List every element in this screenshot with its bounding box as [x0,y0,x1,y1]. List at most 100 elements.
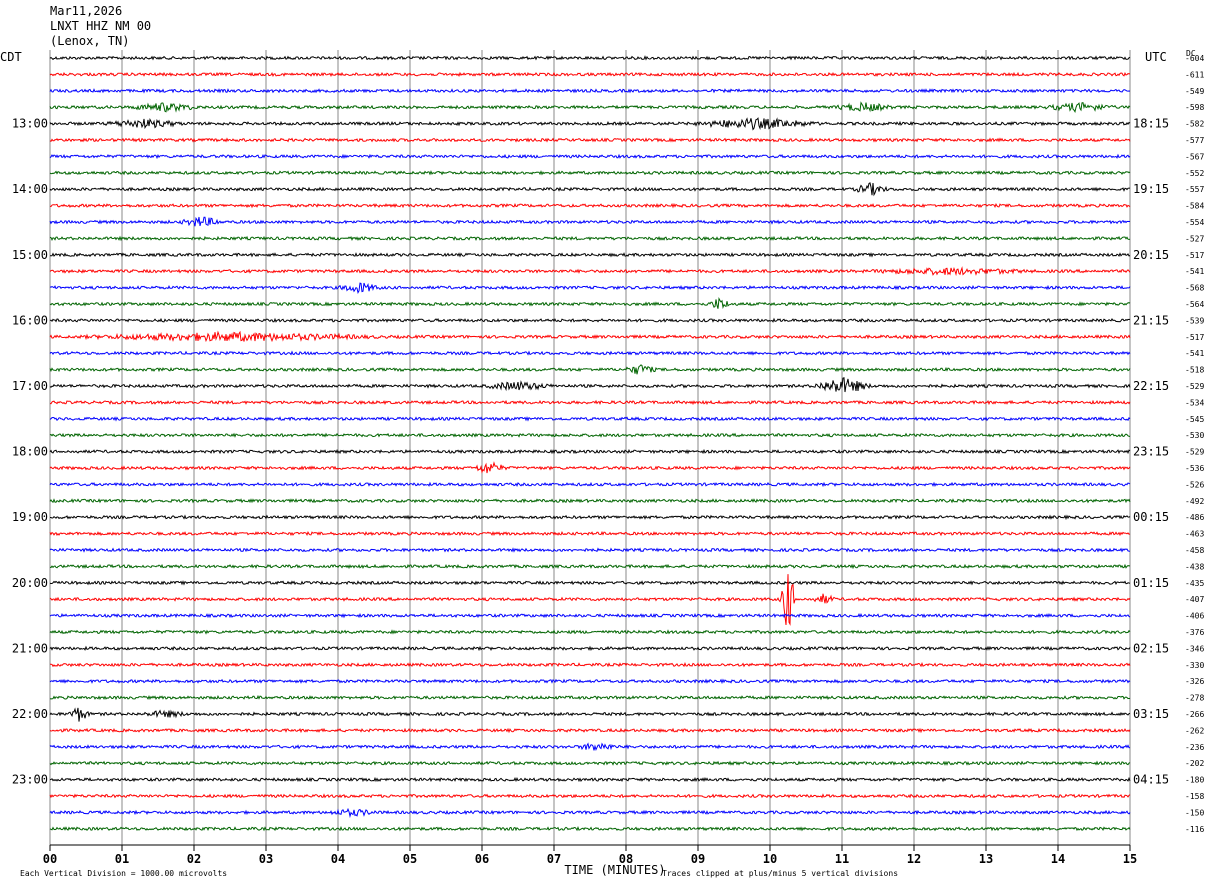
dc-offset-label: -549 [1185,87,1204,96]
trace-row-13 [49,266,1131,277]
x-tick-label-01: 01 [115,852,129,866]
x-tick-label-00: 00 [43,852,57,866]
right-hour-label: 03:15 [1133,707,1169,721]
trace-row-16 [49,317,1131,323]
trace-row-47 [49,825,1131,832]
trace-row-1 [49,71,1131,78]
right-hour-label: 01:15 [1133,576,1169,590]
left-hour-label: 16:00 [12,313,48,327]
x-tick-label-04: 04 [331,852,345,866]
station-location: (Lenox, TN) [50,34,130,48]
right-hour-label: 23:15 [1133,445,1169,459]
trace-row-44 [49,776,1131,783]
dc-offset-label: -266 [1185,710,1204,719]
trace-row-36 [49,645,1131,652]
dc-offset-label: -604 [1185,54,1204,63]
left-hour-label: 22:00 [12,707,48,721]
right-hour-label: 00:15 [1133,510,1169,524]
x-tick-label-06: 06 [475,852,489,866]
trace-row-11 [49,235,1131,242]
dc-offset-label: -598 [1185,103,1204,112]
dc-offset-label: -530 [1185,431,1204,440]
axis-labels: 00 01 02 03 04 05 06 07 08 09 10 11 12 13 14 15 -604 -611… [0,49,1204,878]
dc-offset-label: -534 [1185,398,1204,407]
dc-offset-label: -529 [1185,448,1204,457]
left-hour-label: 18:00 [12,445,48,459]
x-tick-label-07: 07 [547,852,561,866]
dc-offset-label: -539 [1185,316,1204,325]
right-hour-label: 18:15 [1133,117,1169,131]
x-tick-label-11: 11 [835,852,849,866]
dc-offset-label: -150 [1185,808,1204,817]
trace-row-14 [49,282,1131,294]
dc-offset-label: -202 [1185,759,1204,768]
dc-offset-label: -526 [1185,480,1204,489]
trace-row-18 [49,350,1131,356]
trace-row-0 [49,55,1131,61]
dc-offset-label: -552 [1185,169,1204,178]
dc-offset-label: -564 [1185,300,1204,309]
dc-offset-label: -492 [1185,497,1204,506]
trace-row-22 [49,416,1131,422]
dc-header: DC [1186,49,1196,58]
trace-row-31 [49,563,1130,570]
dc-offset-label: -517 [1185,333,1204,342]
left-hour-label: 13:00 [12,117,48,131]
dc-offset-label: -236 [1185,743,1204,752]
left-hour-label: 21:00 [12,641,48,655]
trace-row-45 [49,793,1131,799]
x-axis-title: TIME (MINUTES) [564,863,665,877]
dc-offset-label: -262 [1185,726,1204,735]
dc-offset-label: -458 [1185,546,1204,555]
left-hour-label: 20:00 [12,576,48,590]
trace-row-39 [49,694,1131,701]
dc-offset-label: -541 [1185,267,1204,276]
dc-offset-label: -529 [1185,382,1204,391]
left-timezone: CDT [0,50,22,64]
trace-row-30 [49,547,1131,553]
trace-row-33 [49,574,1131,626]
trace-row-23 [49,432,1131,438]
dc-offset-label: -577 [1185,136,1204,145]
dc-offset-label: -517 [1185,251,1204,260]
clip-note: Traces clipped at plus/minus 5 vertical … [662,869,898,878]
dc-offset-label: -611 [1185,70,1204,79]
trace-row-35 [49,629,1131,635]
scale-note: Each Vertical Division = 1000.00 microvo… [20,869,227,878]
dc-offset-label: -554 [1185,218,1204,227]
left-hour-label: 23:00 [12,773,48,787]
trace-row-27 [49,498,1131,504]
dc-offset-label: -582 [1185,120,1204,129]
dc-offset-label: -406 [1185,612,1204,621]
right-hour-label: 22:15 [1133,379,1169,393]
trace-row-34 [49,612,1131,619]
seismic-traces [49,55,1131,832]
left-hour-label: 14:00 [12,182,48,196]
dc-offset-label: -536 [1185,464,1204,473]
right-hour-label: 04:15 [1133,773,1169,787]
x-tick-label-09: 09 [691,852,705,866]
dc-offset-label: -545 [1185,415,1204,424]
trace-row-8 [49,182,1130,197]
dc-offset-label: -407 [1185,595,1204,604]
dc-offset-label: -541 [1185,349,1204,358]
x-tick-label-10: 10 [763,852,777,866]
dc-offset-label: -486 [1185,513,1204,522]
dc-offset-label: -568 [1185,284,1204,293]
right-hour-label: 21:15 [1133,313,1169,327]
trace-row-28 [50,514,1131,521]
trace-row-7 [49,170,1131,176]
right-hour-label: 02:15 [1133,641,1169,655]
dc-offset-label: -376 [1185,628,1204,637]
trace-row-32 [49,580,1131,586]
x-tick-label-03: 03 [259,852,273,866]
trace-row-43 [49,760,1131,766]
right-hour-label: 19:15 [1133,182,1169,196]
x-tick-label-13: 13 [979,852,993,866]
dc-offset-label: -584 [1185,202,1204,211]
left-hour-label: 17:00 [12,379,48,393]
trace-row-29 [49,530,1131,537]
station-code: LNXT HHZ NM 00 [50,19,152,33]
trace-row-2 [49,88,1131,94]
dc-offset-label: -326 [1185,677,1204,686]
